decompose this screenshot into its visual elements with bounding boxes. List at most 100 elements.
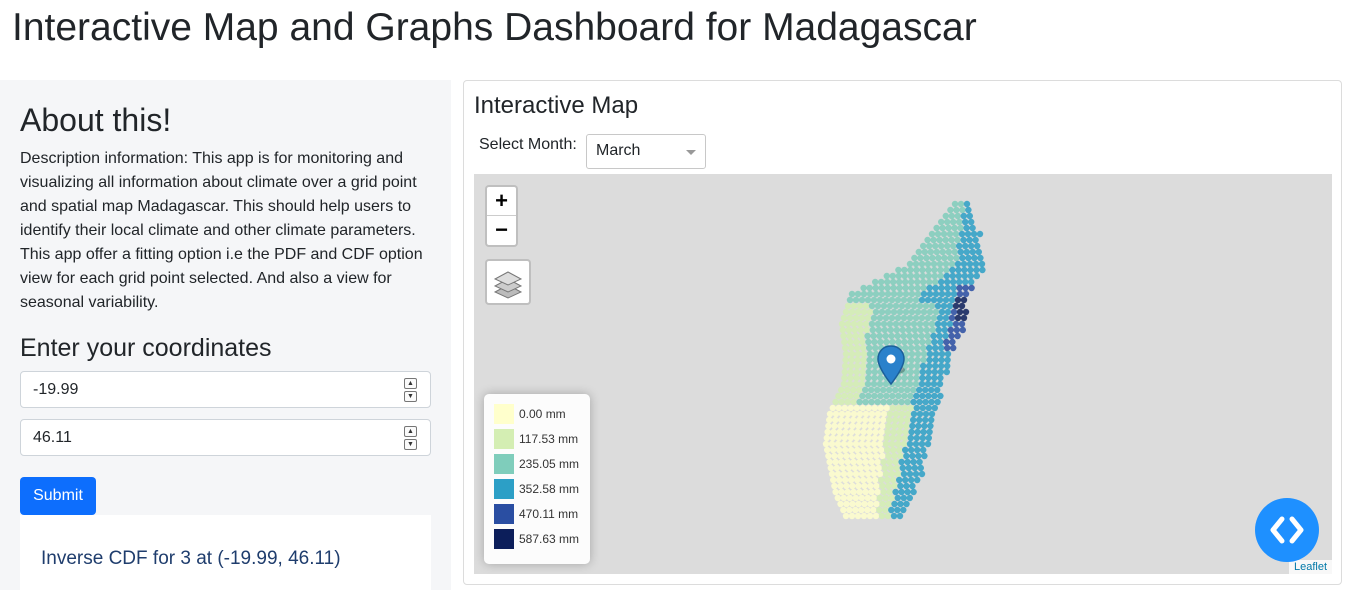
grid-point[interactable]	[865, 374, 872, 382]
grid-point[interactable]	[906, 380, 914, 388]
grid-point[interactable]	[830, 476, 837, 484]
grid-point[interactable]	[968, 242, 975, 250]
grid-point[interactable]	[902, 350, 910, 358]
grid-point[interactable]	[910, 320, 918, 328]
grid-point[interactable]	[920, 242, 927, 250]
grid-point[interactable]	[904, 302, 912, 310]
grid-point[interactable]	[931, 338, 938, 346]
grid-point[interactable]	[930, 332, 937, 340]
grid-point[interactable]	[913, 374, 920, 382]
grid-point[interactable]	[900, 470, 908, 478]
grid-point[interactable]	[857, 464, 864, 472]
grid-point[interactable]	[840, 506, 847, 514]
grid-point[interactable]	[936, 296, 944, 304]
grid-point[interactable]	[838, 458, 845, 466]
grid-point[interactable]	[903, 500, 910, 508]
grid-point[interactable]	[947, 326, 954, 334]
grid-point[interactable]	[892, 320, 900, 328]
grid-point[interactable]	[967, 266, 974, 274]
grid-point[interactable]	[868, 488, 875, 496]
grid-point[interactable]	[928, 386, 935, 394]
grid-point[interactable]	[888, 440, 896, 448]
grid-point[interactable]	[935, 254, 942, 262]
grid-point[interactable]	[898, 302, 906, 310]
layers-button[interactable]	[485, 259, 531, 305]
grid-point[interactable]	[883, 338, 890, 346]
grid-point[interactable]	[854, 344, 861, 352]
grid-point[interactable]	[914, 446, 921, 454]
grid-point[interactable]	[943, 266, 950, 274]
grid-point[interactable]	[844, 458, 851, 466]
grid-point[interactable]	[937, 338, 944, 346]
grid-point[interactable]	[874, 416, 881, 424]
grid-point[interactable]	[886, 320, 894, 328]
grid-point[interactable]	[885, 482, 892, 490]
grid-point[interactable]	[912, 260, 920, 268]
grid-point[interactable]	[895, 434, 902, 442]
grid-point[interactable]	[858, 314, 866, 322]
grid-point[interactable]	[872, 356, 879, 364]
grid-point[interactable]	[847, 374, 854, 382]
grid-point[interactable]	[846, 440, 854, 448]
grid-point[interactable]	[928, 320, 936, 328]
grid-point[interactable]	[915, 248, 922, 256]
grid-point[interactable]	[843, 500, 850, 508]
grid-point[interactable]	[909, 482, 916, 490]
grid-point[interactable]	[944, 344, 951, 352]
grid-point[interactable]	[860, 362, 867, 370]
grid-point[interactable]	[865, 392, 872, 400]
longitude-field[interactable]: ▲ ▼	[20, 419, 431, 456]
grid-point[interactable]	[879, 482, 886, 490]
grid-point[interactable]	[858, 332, 865, 340]
grid-point[interactable]	[914, 476, 921, 484]
grid-point[interactable]	[954, 236, 961, 244]
grid-point[interactable]	[896, 476, 903, 484]
grid-point[interactable]	[944, 278, 951, 286]
grid-point[interactable]	[920, 308, 928, 316]
grid-point[interactable]	[972, 260, 980, 268]
chevron-down-icon[interactable]	[686, 150, 696, 155]
grid-point[interactable]	[946, 230, 954, 238]
grid-point[interactable]	[862, 302, 870, 310]
grid-point[interactable]	[907, 338, 914, 346]
grid-point[interactable]	[904, 416, 911, 424]
grid-point[interactable]	[837, 422, 844, 430]
grid-point[interactable]	[883, 404, 890, 412]
grid-point[interactable]	[892, 410, 900, 418]
grid-point[interactable]	[837, 482, 844, 490]
grid-point[interactable]	[874, 488, 881, 496]
grid-point[interactable]	[973, 266, 980, 274]
grid-point[interactable]	[850, 410, 858, 418]
grid-point[interactable]	[854, 476, 861, 484]
grid-point[interactable]	[907, 266, 914, 274]
grid-point[interactable]	[872, 278, 879, 286]
grid-point[interactable]	[943, 368, 950, 376]
grid-point[interactable]	[846, 332, 853, 340]
grid-point[interactable]	[953, 326, 960, 334]
grid-point[interactable]	[880, 386, 887, 394]
grid-point[interactable]	[949, 272, 956, 280]
grid-point[interactable]	[832, 410, 840, 418]
grid-point[interactable]	[852, 440, 860, 448]
grid-point[interactable]	[852, 296, 860, 304]
grid-point[interactable]	[936, 332, 943, 340]
grid-point[interactable]	[908, 284, 915, 292]
grid-point[interactable]	[844, 320, 852, 328]
grid-point[interactable]	[846, 314, 854, 322]
grid-point[interactable]	[872, 350, 880, 358]
latitude-field[interactable]: ▲ ▼	[20, 371, 431, 408]
grid-point[interactable]	[946, 302, 954, 310]
grid-point[interactable]	[962, 242, 969, 250]
grid-point[interactable]	[853, 392, 860, 400]
grid-point[interactable]	[912, 296, 920, 304]
grid-point[interactable]	[914, 308, 922, 316]
grid-point[interactable]	[920, 278, 927, 286]
grid-point[interactable]	[891, 500, 898, 508]
grid-point[interactable]	[866, 476, 873, 484]
spinner-down-icon[interactable]: ▼	[404, 439, 417, 450]
grid-point[interactable]	[932, 308, 940, 316]
grid-point[interactable]	[872, 512, 880, 520]
grid-point[interactable]	[908, 308, 916, 316]
grid-point[interactable]	[961, 272, 968, 280]
grid-point[interactable]	[894, 470, 902, 478]
